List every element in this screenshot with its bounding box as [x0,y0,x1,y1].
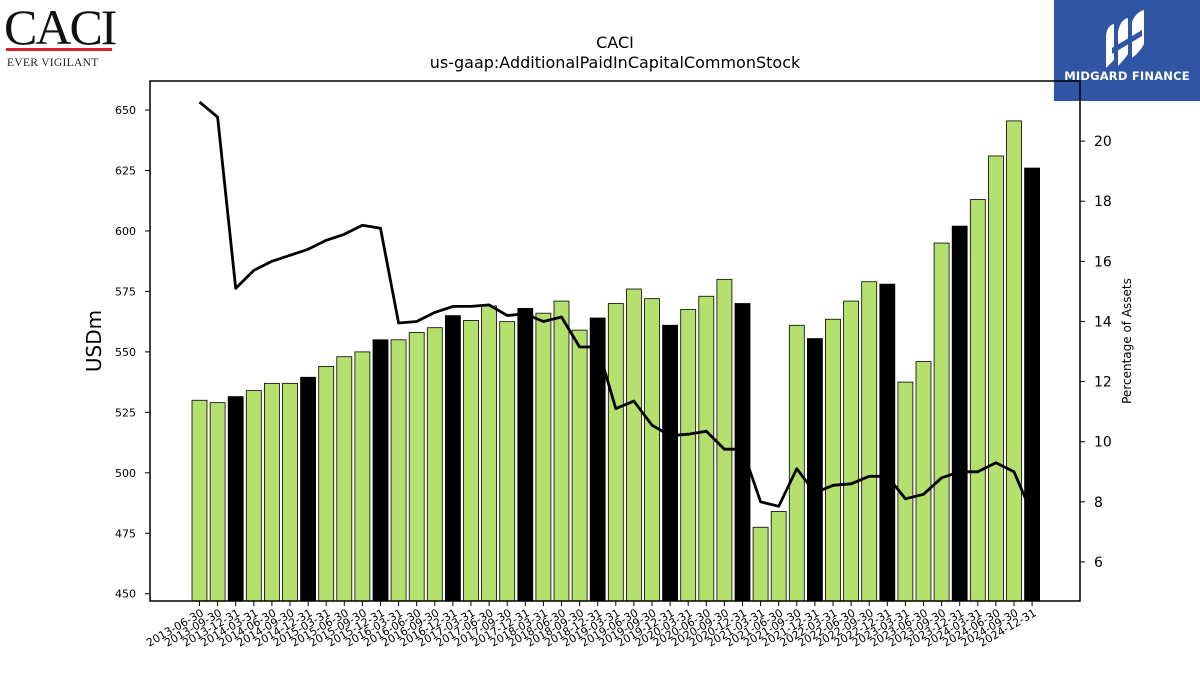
chart-title: CACI [596,33,634,52]
bar-2019-03-31 [607,303,624,602]
bar-2017-03-31 [463,320,479,602]
y2-tick-label: 10 [1094,435,1112,451]
bar-2016-03-31 [390,339,407,602]
caci-logo: CACI EVER VIGILANT [4,0,117,69]
y-tick-label: 500 [115,467,136,480]
bar-2024-12-31 [1024,167,1040,602]
y2-tick-label: 12 [1094,375,1112,391]
bar-2013-09-30 [209,402,226,602]
y-tick-label: 575 [115,285,136,298]
bar-2021-12-31 [807,338,823,602]
y-axis-right: 6 8 10 12 14 16 18 20 [1080,134,1112,571]
y-tick-label: 525 [115,406,136,419]
y-tick-label: 475 [115,527,136,540]
midgard-finance-logo: MIDGARD FINANCE [1054,0,1200,101]
y-tick-label: 625 [115,164,136,177]
bar-2022-03-31 [825,318,841,602]
bar-2018-03-31 [535,312,552,602]
bar-2014-06-30 [263,382,280,602]
bar-2015-09-30 [354,351,371,602]
midgard-logo-name: MIDGARD FINANCE [1064,69,1190,83]
y-tick-label: 600 [115,225,136,238]
bar-2016-06-30 [408,332,425,602]
y2-tick-label: 6 [1094,555,1103,571]
bar-2014-03-31 [245,390,262,602]
bar-2022-09-30 [861,281,878,602]
y2-tick-label: 16 [1094,254,1112,270]
chart-subtitle: us-gaap:AdditionalPaidInCapitalCommonSto… [430,53,801,72]
bar-2017-06-30 [481,305,498,602]
y-axis-label: USDm [82,310,106,372]
bar-2018-09-30 [571,329,588,602]
y2-tick-label: 8 [1094,495,1103,511]
bar-2017-09-30 [499,321,516,602]
y-axis-left: 450 475 500 525 550 575 600 625 650 [115,104,150,601]
bar-2015-06-30 [336,356,353,602]
bar-2024-03-31 [969,199,986,602]
bar-2020-09-30 [716,278,733,602]
line-series [198,100,1034,515]
bar-2019-12-31 [662,324,678,602]
bar-2023-12-31 [951,225,968,602]
percentage-of-assets-line [198,100,1034,515]
bar-2015-03-31 [318,365,335,602]
bar-2014-09-30 [282,382,298,602]
bar-2021-03-31 [752,526,769,602]
bar-2015-12-31 [372,339,389,602]
y2-tick-label: 20 [1094,134,1112,150]
bar-2014-12-31 [300,376,317,602]
bar-2018-06-30 [553,300,570,602]
caci-logo-red-rule [6,48,112,51]
plot-frame [149,80,1081,602]
y-tick-label: 650 [115,104,136,117]
bar-2016-09-30 [426,327,443,602]
y-tick-label: 450 [115,588,136,601]
bar-2021-06-30 [770,511,787,602]
bar-2020-06-30 [698,295,715,602]
bar-2017-12-31 [517,307,534,602]
bar-2023-09-30 [933,242,950,602]
y2-tick-label: 14 [1094,314,1112,330]
y-tick-label: 550 [115,346,136,359]
bar-2019-09-30 [644,298,660,602]
bar-2016-12-31 [444,315,461,602]
caci-logo-tagline: EVER VIGILANT [7,57,99,69]
bar-2024-09-30 [1006,120,1022,602]
bar-series [191,120,1040,602]
bar-2019-06-30 [626,288,642,602]
x-axis: 2013-06-302013-09-302013-12-312014-03-31… [144,601,1039,650]
bar-2023-06-30 [915,361,932,602]
caci-logo-wordmark: CACI [4,0,117,55]
bar-2022-06-30 [843,300,859,602]
bar-2022-12-31 [879,283,896,602]
bar-2021-09-30 [788,324,805,602]
midgard-logo-mark-icon [1106,10,1144,68]
bar-2013-06-30 [191,399,208,602]
bar-2013-12-31 [227,396,244,602]
bar-2024-06-30 [988,155,1004,602]
y2-axis-label: Percentage of Assets [1120,278,1134,404]
y2-tick-label: 18 [1094,194,1112,210]
bar-2020-03-31 [680,309,697,602]
